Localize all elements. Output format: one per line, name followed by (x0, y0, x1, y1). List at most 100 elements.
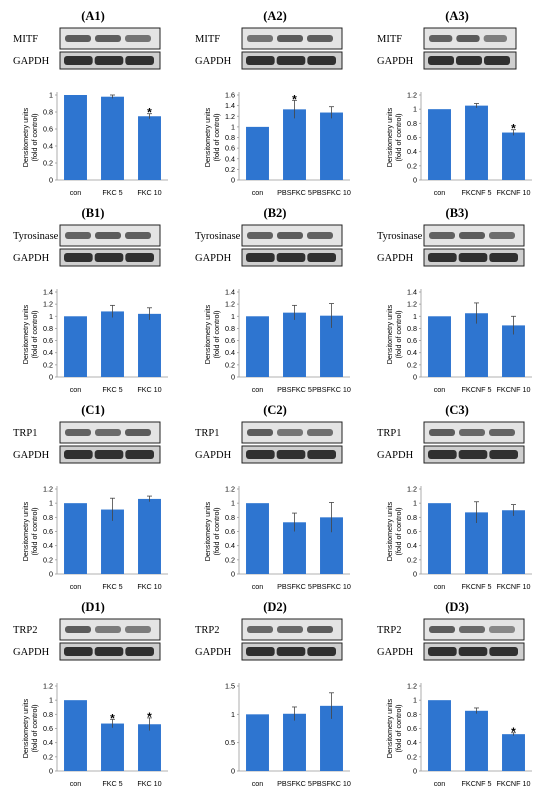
gapdh-band (484, 56, 510, 65)
gapdh-band (64, 56, 93, 65)
y-tick-label: 1.4 (43, 288, 53, 297)
x-category-label: FKCNF 5 (462, 582, 492, 591)
protein-band (277, 35, 303, 42)
y-tick-label: 1 (413, 312, 417, 321)
panel-title: (B1) (82, 206, 105, 220)
y-axis-label-line: Densitometry units (203, 501, 212, 561)
y-tick-label: 0.8 (407, 710, 417, 719)
protein-band (429, 626, 455, 633)
x-category-label: con (70, 188, 82, 197)
gapdh-blot (241, 445, 343, 464)
y-axis-label-line: Densitometry units (385, 501, 394, 561)
y-tick-label: 1 (49, 499, 53, 508)
y-tick-label: 0.4 (407, 738, 417, 747)
bar-0 (428, 316, 451, 377)
y-tick-label: 0.8 (225, 133, 235, 142)
loading-control-label: GAPDH (13, 253, 50, 264)
gapdh-blot (59, 248, 161, 267)
y-tick-label: 1 (413, 696, 417, 705)
protein-blot (59, 421, 161, 444)
y-tick-label: 1.4 (225, 101, 235, 110)
x-category-label: PBSFKC 5 (277, 779, 312, 788)
x-category-label: FKC 10 (137, 385, 161, 394)
y-tick-label: 0 (49, 176, 53, 185)
y-tick-label: 1.2 (407, 485, 417, 494)
bar-1 (283, 312, 306, 377)
y-axis-label-line: (fold of control) (30, 705, 39, 753)
y-axis-label: Densitometry units(fold of control) (203, 304, 221, 364)
protein-blot (423, 421, 525, 444)
protein-band (125, 35, 151, 42)
gapdh-blot (59, 51, 161, 70)
protein-label: TRP2 (195, 625, 220, 636)
x-category-label: FKC 10 (137, 779, 161, 788)
protein-band (125, 626, 151, 633)
x-category-label: PBSFKC 10 (312, 582, 351, 591)
y-tick-label: 0 (413, 176, 417, 185)
gapdh-blot (241, 51, 343, 70)
bar-2 (138, 498, 161, 574)
protein-band (483, 35, 507, 42)
x-category-label: con (434, 582, 446, 591)
loading-control-label: GAPDH (377, 450, 414, 461)
y-tick-label: 0.6 (43, 724, 53, 733)
y-tick-label: 0.8 (43, 513, 53, 522)
protein-blot (423, 224, 525, 247)
protein-band (125, 429, 151, 436)
bar-1 (101, 311, 124, 377)
protein-band (489, 429, 515, 436)
protein-band (247, 429, 273, 436)
y-tick-label: 1.2 (407, 682, 417, 691)
protein-band (489, 232, 515, 239)
panel-title: (C2) (263, 403, 287, 417)
protein-blot (423, 27, 517, 50)
x-category-label: FKC 5 (102, 188, 122, 197)
y-tick-label: 0.8 (43, 324, 53, 333)
y-tick-label: 1.4 (407, 288, 417, 297)
y-axis-label-line: (fold of control) (394, 311, 403, 359)
protein-band (277, 626, 303, 633)
x-category-label: FKC 5 (102, 779, 122, 788)
y-tick-label: 1 (49, 91, 53, 100)
gapdh-band (94, 450, 124, 459)
gapdh-band (276, 56, 306, 65)
protein-blot (59, 27, 161, 50)
x-category-label: con (70, 385, 82, 394)
gapdh-band (428, 647, 457, 656)
bar-2 (138, 116, 161, 180)
y-axis-label: Densitometry units(fold of control) (385, 698, 403, 758)
protein-band (307, 626, 333, 633)
gapdh-band (307, 647, 336, 656)
protein-label: TRP2 (377, 625, 402, 636)
bar-0 (428, 109, 451, 180)
protein-band (95, 626, 121, 633)
gapdh-band (64, 647, 93, 656)
y-axis-label-line: Densitometry units (21, 107, 30, 167)
panel-b1: (B1) Tyrosinase GAPDH Densitometry units(fo… (13, 206, 168, 394)
y-tick-label: 0 (231, 176, 235, 185)
protein-band (456, 35, 480, 42)
bar-0 (64, 316, 87, 377)
x-category-label: FKCNF 10 (497, 582, 531, 591)
protein-label: Tyrosinase (195, 231, 241, 242)
protein-band (247, 626, 273, 633)
y-tick-label: 0 (231, 570, 235, 579)
x-category-label: FKC 10 (137, 188, 161, 197)
protein-band (65, 35, 91, 42)
gapdh-band (489, 253, 518, 262)
y-tick-label: 0.8 (43, 710, 53, 719)
gapdh-band (276, 253, 306, 262)
y-tick-label: 0.4 (225, 154, 235, 163)
gapdh-band (276, 450, 306, 459)
y-tick-label: 1.2 (225, 112, 235, 121)
protein-label: TRP1 (195, 428, 220, 439)
gapdh-band (125, 253, 154, 262)
bar-1 (101, 509, 124, 574)
y-axis-label-line: Densitometry units (21, 501, 30, 561)
bar-2 (320, 315, 343, 377)
gapdh-band (246, 647, 275, 656)
y-tick-label: 0.2 (43, 360, 53, 369)
protein-band (307, 429, 333, 436)
protein-blot (241, 618, 343, 641)
gapdh-band (489, 647, 518, 656)
